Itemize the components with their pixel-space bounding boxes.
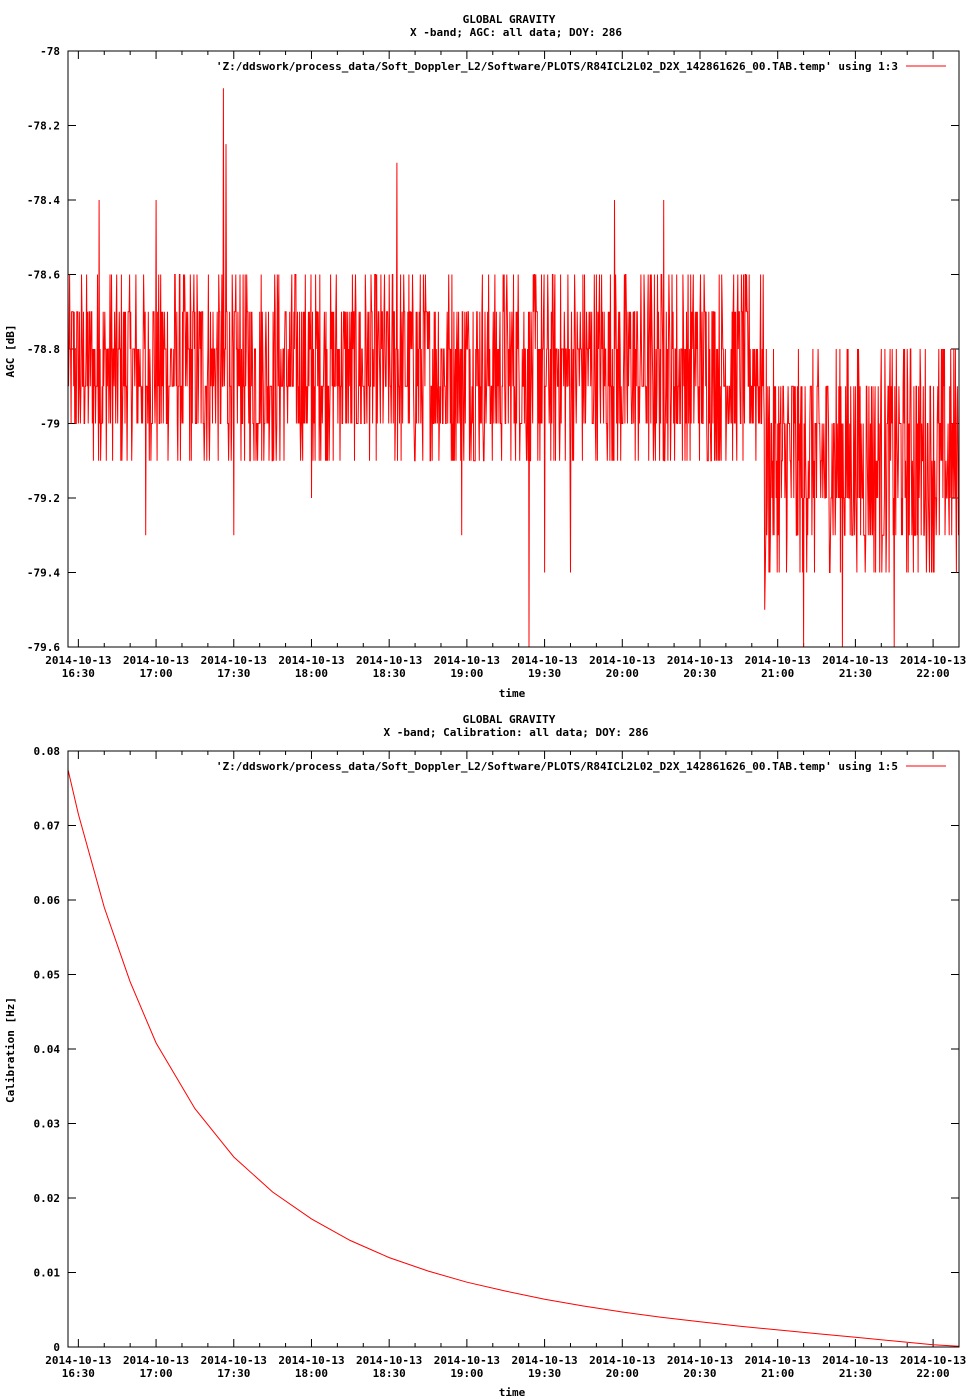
x-tick-label-date: 2014-10-13 — [745, 1354, 811, 1367]
series-line — [67, 88, 959, 648]
x-tick-label-date: 2014-10-13 — [511, 1354, 577, 1367]
x-tick-label-date: 2014-10-13 — [278, 1354, 344, 1367]
x-tick-label-time: 18:30 — [373, 1367, 406, 1380]
plot-frame — [67, 50, 960, 648]
chart-subtitle: X -band; Calibration: all data; DOY: 286 — [384, 726, 649, 739]
x-tick-label-date: 2014-10-13 — [667, 654, 733, 667]
y-tick-label: -79.2 — [27, 492, 60, 505]
y-tick-label: 0.05 — [34, 969, 61, 982]
x-tick-label-date: 2014-10-13 — [900, 654, 966, 667]
y-tick-label: 0.04 — [34, 1043, 61, 1056]
x-tick-label-time: 19:00 — [450, 1367, 483, 1380]
y-tick-label: -78 — [40, 45, 60, 58]
x-tick-label-time: 20:30 — [683, 667, 716, 680]
x-tick-label-time: 21:30 — [839, 1367, 872, 1380]
x-tick-label-date: 2014-10-13 — [822, 654, 888, 667]
x-tick-label-time: 17:00 — [140, 1367, 173, 1380]
y-tick-label: -79.4 — [27, 567, 60, 580]
y-tick-label: 0.02 — [34, 1192, 61, 1205]
y-tick-label: 0 — [53, 1341, 60, 1354]
x-tick-label-date: 2014-10-13 — [822, 1354, 888, 1367]
legend-label: 'Z:/ddswork/process_data/Soft_Doppler_L2… — [216, 760, 898, 773]
x-tick-label-date: 2014-10-13 — [45, 1354, 111, 1367]
x-tick-label-time: 20:30 — [683, 1367, 716, 1380]
x-tick-label-time: 21:00 — [761, 1367, 794, 1380]
x-axis-label: time — [499, 1386, 526, 1399]
y-tick-label: -78.8 — [27, 343, 60, 356]
agc-chart-panel: GLOBAL GRAVITY X -band; AGC: all data; D… — [4, 13, 966, 700]
x-tick-label-date: 2014-10-13 — [45, 654, 111, 667]
x-tick-label-date: 2014-10-13 — [434, 654, 500, 667]
x-tick-label-time: 18:00 — [295, 1367, 328, 1380]
x-tick-label-date: 2014-10-13 — [278, 654, 344, 667]
x-tick-label-date: 2014-10-13 — [356, 1354, 422, 1367]
x-tick-label-date: 2014-10-13 — [900, 1354, 966, 1367]
y-tick-label: -78.2 — [27, 120, 60, 133]
y-tick-label: 0.07 — [34, 820, 61, 833]
x-tick-label-time: 21:00 — [761, 667, 794, 680]
chart-title: GLOBAL GRAVITY — [463, 13, 556, 26]
x-tick-label-date: 2014-10-13 — [356, 654, 422, 667]
y-tick-label: -78.4 — [27, 194, 60, 207]
y-axis-label: Calibration [Hz] — [4, 997, 17, 1103]
x-tick-label-date: 2014-10-13 — [589, 654, 655, 667]
x-tick-label-time: 17:30 — [217, 667, 250, 680]
y-tick-label: -79 — [40, 418, 60, 431]
x-tick-label-time: 19:30 — [528, 1367, 561, 1380]
x-tick-label-time: 17:00 — [140, 667, 173, 680]
x-tick-label-time: 16:30 — [62, 667, 95, 680]
x-tick-label-time: 22:00 — [917, 1367, 950, 1380]
x-tick-label-time: 18:00 — [295, 667, 328, 680]
x-tick-label-time: 21:30 — [839, 667, 872, 680]
x-tick-label-date: 2014-10-13 — [123, 654, 189, 667]
x-tick-label-date: 2014-10-13 — [745, 654, 811, 667]
calibration-chart-panel: GLOBAL GRAVITY X -band; Calibration: all… — [4, 713, 966, 1399]
y-tick-label: -78.6 — [27, 269, 60, 282]
chart-title: GLOBAL GRAVITY — [463, 713, 556, 726]
x-tick-label-date: 2014-10-13 — [201, 654, 267, 667]
x-tick-label-time: 22:00 — [917, 667, 950, 680]
y-axis-label: AGC [dB] — [4, 325, 17, 378]
series-line — [67, 769, 960, 1347]
y-tick-label: 0.06 — [34, 894, 61, 907]
x-tick-label-date: 2014-10-13 — [123, 1354, 189, 1367]
chart-subtitle: X -band; AGC: all data; DOY: 286 — [410, 26, 622, 39]
x-tick-label-time: 20:00 — [606, 1367, 639, 1380]
plot-frame — [67, 750, 960, 1348]
y-tick-label: 0.01 — [34, 1267, 61, 1280]
x-tick-label-date: 2014-10-13 — [667, 1354, 733, 1367]
y-tick-label: 0.03 — [34, 1118, 61, 1131]
x-tick-label-time: 17:30 — [217, 1367, 250, 1380]
x-axis-label: time — [499, 687, 526, 700]
legend-label: 'Z:/ddswork/process_data/Soft_Doppler_L2… — [216, 60, 898, 73]
x-tick-label-date: 2014-10-13 — [511, 654, 577, 667]
x-tick-label-time: 16:30 — [62, 1367, 95, 1380]
x-tick-label-date: 2014-10-13 — [201, 1354, 267, 1367]
x-tick-label-date: 2014-10-13 — [589, 1354, 655, 1367]
x-tick-label-time: 18:30 — [373, 667, 406, 680]
x-tick-label-time: 20:00 — [606, 667, 639, 680]
y-tick-label: -79.6 — [27, 641, 60, 654]
x-tick-label-time: 19:30 — [528, 667, 561, 680]
x-tick-label-date: 2014-10-13 — [434, 1354, 500, 1367]
y-tick-label: 0.08 — [34, 745, 61, 758]
x-tick-label-time: 19:00 — [450, 667, 483, 680]
